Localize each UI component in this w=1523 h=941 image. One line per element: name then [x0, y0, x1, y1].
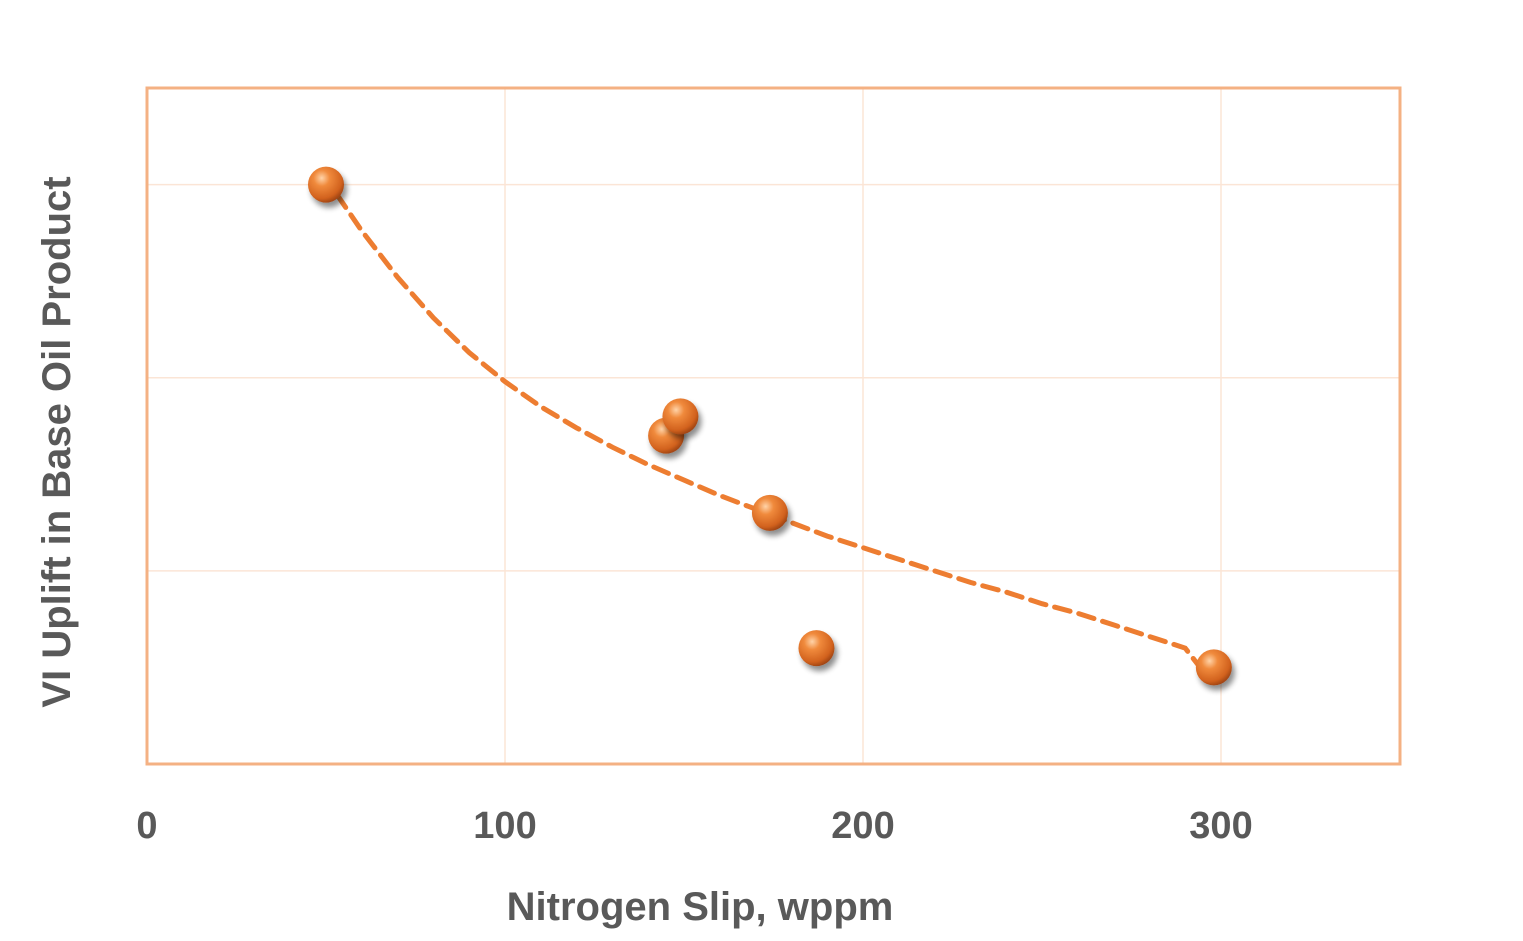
data-points — [308, 166, 1232, 686]
trendline-path — [334, 191, 1206, 674]
x-tick-label: 200 — [831, 805, 894, 847]
data-point — [308, 166, 344, 203]
x-tick-label: 300 — [1189, 805, 1252, 847]
x-tick-label: 100 — [473, 805, 536, 847]
trendline — [334, 191, 1206, 674]
data-point — [798, 630, 835, 667]
grid-lines — [147, 88, 1400, 764]
data-point — [1195, 649, 1232, 686]
data-point — [662, 398, 699, 435]
plot-area-border — [145, 86, 1402, 766]
y-axis-title: VI Uplift in Base Oil Product — [35, 176, 79, 707]
x-axis-title: Nitrogen Slip, wppm — [507, 885, 894, 929]
data-point — [751, 494, 788, 531]
x-tick-label: 0 — [136, 805, 157, 847]
x-axis-tick-labels: 0 100 200 300 — [136, 805, 1252, 847]
